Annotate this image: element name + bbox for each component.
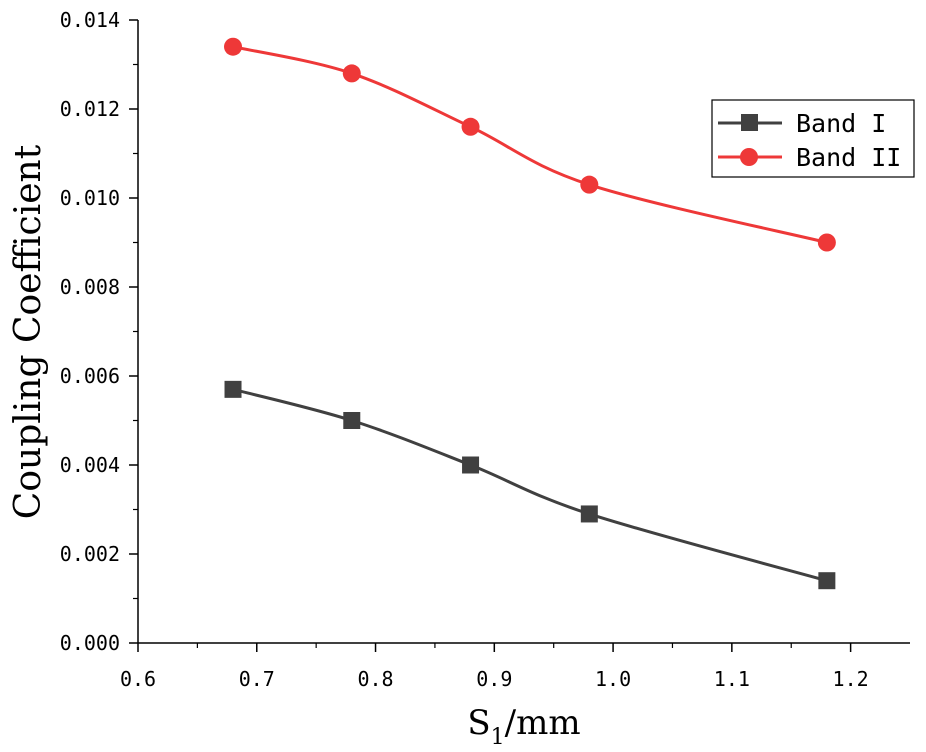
data-point: [224, 37, 243, 56]
data-point: [817, 233, 836, 252]
y-tick-label: 0.004: [60, 453, 120, 477]
x-tick-label: 1.0: [595, 667, 631, 691]
y-tick-label: 0.014: [60, 8, 120, 32]
y-tick-label: 0.012: [60, 97, 120, 121]
x-axis-title: S1/mm: [467, 703, 580, 750]
series-1: [224, 380, 836, 590]
x-axis-title-main: S: [467, 703, 490, 743]
x-tick-label: 0.9: [476, 667, 512, 691]
y-axis-ticks: 0.000 0.002 0.004 0.006 0.008 0.010 0.012 0.014: [60, 8, 138, 655]
data-point: [343, 412, 361, 429]
x-tick-label: 0.8: [357, 667, 393, 691]
data-point: [818, 572, 836, 590]
series-line: [232, 387, 828, 583]
series-2: [224, 37, 836, 252]
y-tick-label: 0.002: [60, 542, 120, 566]
y-tick-label: 0.000: [60, 631, 120, 655]
x-axis-title-subscript: 1: [491, 725, 505, 750]
legend: Band I Band II: [711, 99, 915, 178]
x-axis-title-unit: /mm: [505, 703, 581, 743]
x-tick-label: 1.2: [833, 667, 869, 691]
x-tick-label: 1.1: [714, 667, 750, 691]
legend-label-band-ii: Band II: [796, 143, 901, 172]
series-line: [232, 45, 828, 244]
legend-item-band-i: Band I: [718, 109, 886, 138]
y-axis-title: Coupling Coefficient: [8, 144, 49, 519]
legend-label-band-i: Band I: [796, 109, 886, 138]
data-point: [580, 505, 598, 523]
legend-marker-band-i: [741, 114, 758, 131]
x-tick-label: 0.7: [239, 667, 275, 691]
legend-item-band-ii: Band II: [718, 143, 901, 172]
x-axis-ticks: 0.6 0.7 0.8 0.9 1.0 1.1 1.2: [120, 643, 869, 691]
y-tick-label: 0.006: [60, 364, 120, 388]
data-point: [342, 64, 361, 83]
x-tick-label: 0.6: [120, 667, 156, 691]
y-tick-label: 0.008: [60, 275, 120, 299]
data-point: [224, 380, 242, 398]
data-point: [462, 456, 480, 474]
series-layer: [224, 37, 836, 590]
data-point: [461, 117, 480, 136]
legend-marker-band-ii: [740, 148, 758, 166]
data-point: [580, 175, 599, 194]
y-tick-label: 0.010: [60, 186, 120, 210]
